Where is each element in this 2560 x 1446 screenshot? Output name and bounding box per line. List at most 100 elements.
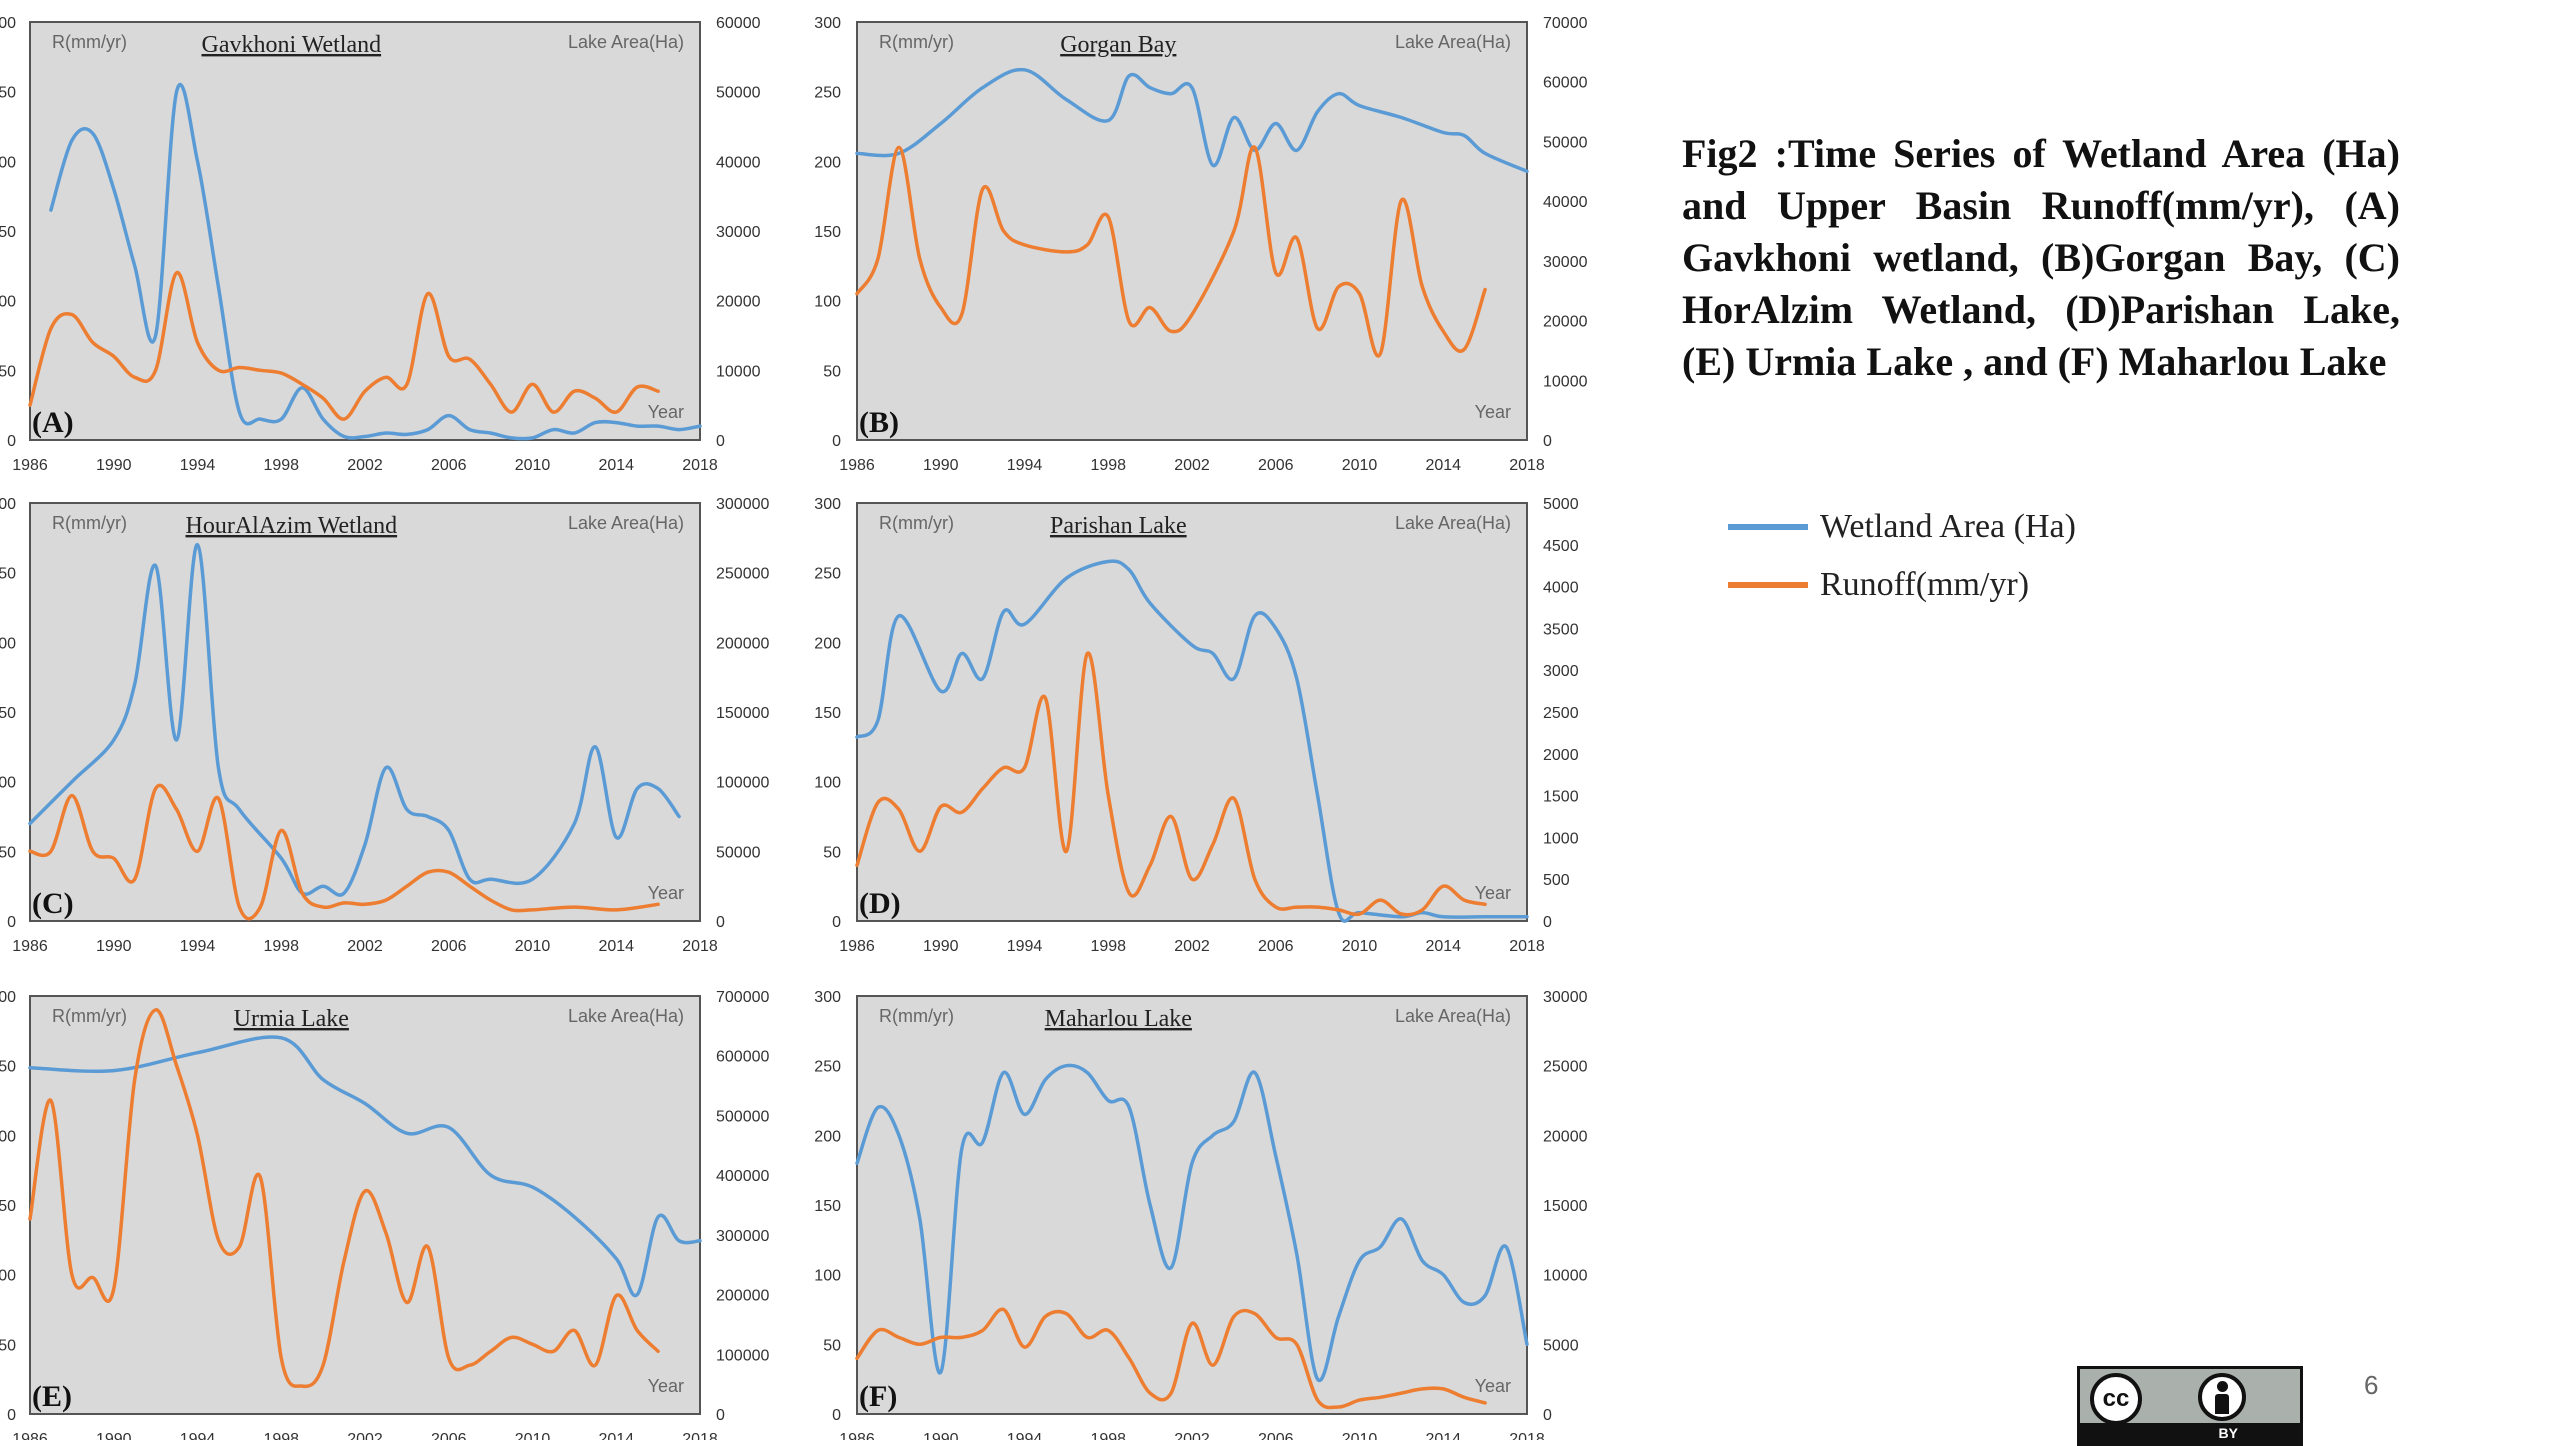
y-tick-label-right: 0 [716,914,725,931]
y-tick-label-right: 25000 [1543,1059,1588,1076]
right-axis-label: Lake Area(Ha) [1395,32,1511,52]
y-tick-label-right: 0 [716,1407,725,1424]
x-tick-label: 1994 [1007,1431,1043,1440]
x-tick-label: 2014 [1425,1431,1461,1440]
x-tick-label: 2010 [1342,938,1378,955]
y-tick-label-left: 250 [814,1059,841,1076]
x-tick-label: 2010 [515,457,551,474]
x-tick-label: 2002 [347,457,383,474]
x-tick-label: 2006 [1258,938,1294,955]
page-number: 6 [2364,1370,2379,1400]
y-tick-label-right: 5000 [1543,496,1579,513]
series-line-wetland-area [855,559,1529,923]
y-tick-label-right: 50000 [1543,134,1588,151]
y-tick-label-left: 200 [814,635,841,652]
left-axis-label: R(mm/yr) [52,513,127,533]
y-tick-label-left: 100 [0,775,16,792]
y-tick-label-left: 300 [0,15,16,32]
series-line-runoff [855,1307,1487,1410]
y-tick-label-left: 150 [0,705,16,722]
left-axis-label: R(mm/yr) [52,32,127,52]
x-axis-label: Year [1475,402,1511,422]
x-tick-label: 1986 [839,938,875,955]
x-axis-label: Year [648,402,684,422]
y-tick-label-left: 250 [0,85,16,102]
y-tick-label-right: 0 [716,433,725,450]
y-tick-label-left: 0 [7,914,16,931]
series-line-wetland-area [855,67,1529,174]
right-axis-label: Lake Area(Ha) [1395,513,1511,533]
y-tick-label-right: 50000 [716,844,761,861]
legend-item-runoff: Runoff(mm/yr) [1728,556,2076,614]
y-tick-label-right: 100000 [716,775,769,792]
panel-letter: (E) [32,1380,72,1413]
left-axis-label: R(mm/yr) [879,513,954,533]
right-axis-label: Lake Area(Ha) [568,1006,684,1026]
series-line-wetland-area [855,1063,1529,1383]
y-tick-label-left: 200 [0,154,16,171]
x-tick-label: 2014 [598,1431,634,1440]
y-tick-label-right: 2000 [1543,747,1579,764]
x-tick-label: 2014 [1425,938,1461,955]
x-tick-label: 2002 [1174,1431,1210,1440]
y-tick-label-right: 20000 [1543,314,1588,331]
y-tick-label-left: 0 [832,914,841,931]
panel-letter: (F) [859,1380,897,1413]
x-tick-label: 1990 [923,457,959,474]
y-tick-label-right: 150000 [716,705,769,722]
series-line-runoff [855,145,1487,358]
y-tick-label-right: 0 [1543,433,1552,450]
x-tick-label: 2018 [682,938,718,955]
y-tick-label-left: 100 [814,775,841,792]
series-line-wetland-area [28,543,681,897]
plot-area-3 [29,502,701,922]
x-tick-label: 2002 [1174,457,1210,474]
y-tick-label-right: 3500 [1543,621,1579,638]
right-axis-label: Lake Area(Ha) [1395,1006,1511,1026]
x-tick-label: 2010 [1342,1431,1378,1440]
x-tick-label: 2014 [598,938,634,955]
x-tick-label: 1990 [96,1431,132,1440]
y-tick-label-right: 1000 [1543,830,1579,847]
y-tick-label-right: 20000 [716,294,761,311]
legend-label-runoff: Runoff(mm/yr) [1820,566,2030,603]
y-tick-label-right: 400000 [716,1168,769,1185]
x-tick-label: 2010 [1342,457,1378,474]
panel-title: Maharlou Lake [1045,1006,1192,1032]
right-axis-label: Lake Area(Ha) [568,32,684,52]
y-tick-label-left: 300 [814,989,841,1006]
y-tick-label-left: 0 [7,433,16,450]
x-tick-label: 1998 [263,938,299,955]
legend: Wetland Area (Ha) Runoff(mm/yr) [1728,498,2076,614]
right-axis-label: Lake Area(Ha) [568,513,684,533]
y-tick-label-right: 10000 [1543,1268,1588,1285]
y-tick-label-left: 50 [823,844,841,861]
x-axis-label: Year [648,883,684,903]
x-tick-label: 1994 [1007,457,1043,474]
x-tick-label: 1986 [12,938,48,955]
y-tick-label-right: 1500 [1543,789,1579,806]
y-tick-label-left: 300 [814,15,841,32]
series-line-runoff [28,271,660,421]
x-axis-label: Year [1475,1376,1511,1396]
y-tick-label-left: 100 [814,294,841,311]
y-tick-label-right: 700000 [716,989,769,1006]
y-tick-label-left: 50 [823,1337,841,1354]
y-tick-label-right: 60000 [1543,75,1588,92]
y-tick-label-left: 300 [0,496,16,513]
left-axis-label: R(mm/yr) [879,1006,954,1026]
x-tick-label: 1986 [12,1431,48,1440]
x-tick-label: 1998 [263,1431,299,1440]
y-tick-label-left: 250 [814,566,841,583]
person-icon [2198,1373,2246,1421]
y-tick-label-left: 200 [0,635,16,652]
y-tick-label-right: 20000 [1543,1128,1588,1145]
x-tick-label: 1986 [12,457,48,474]
plot-area-6 [856,995,1528,1415]
y-tick-label-right: 60000 [716,15,761,32]
y-tick-label-left: 150 [814,705,841,722]
x-tick-label: 2002 [1174,938,1210,955]
x-tick-label: 2018 [1509,1431,1545,1440]
y-tick-label-left: 100 [814,1268,841,1285]
